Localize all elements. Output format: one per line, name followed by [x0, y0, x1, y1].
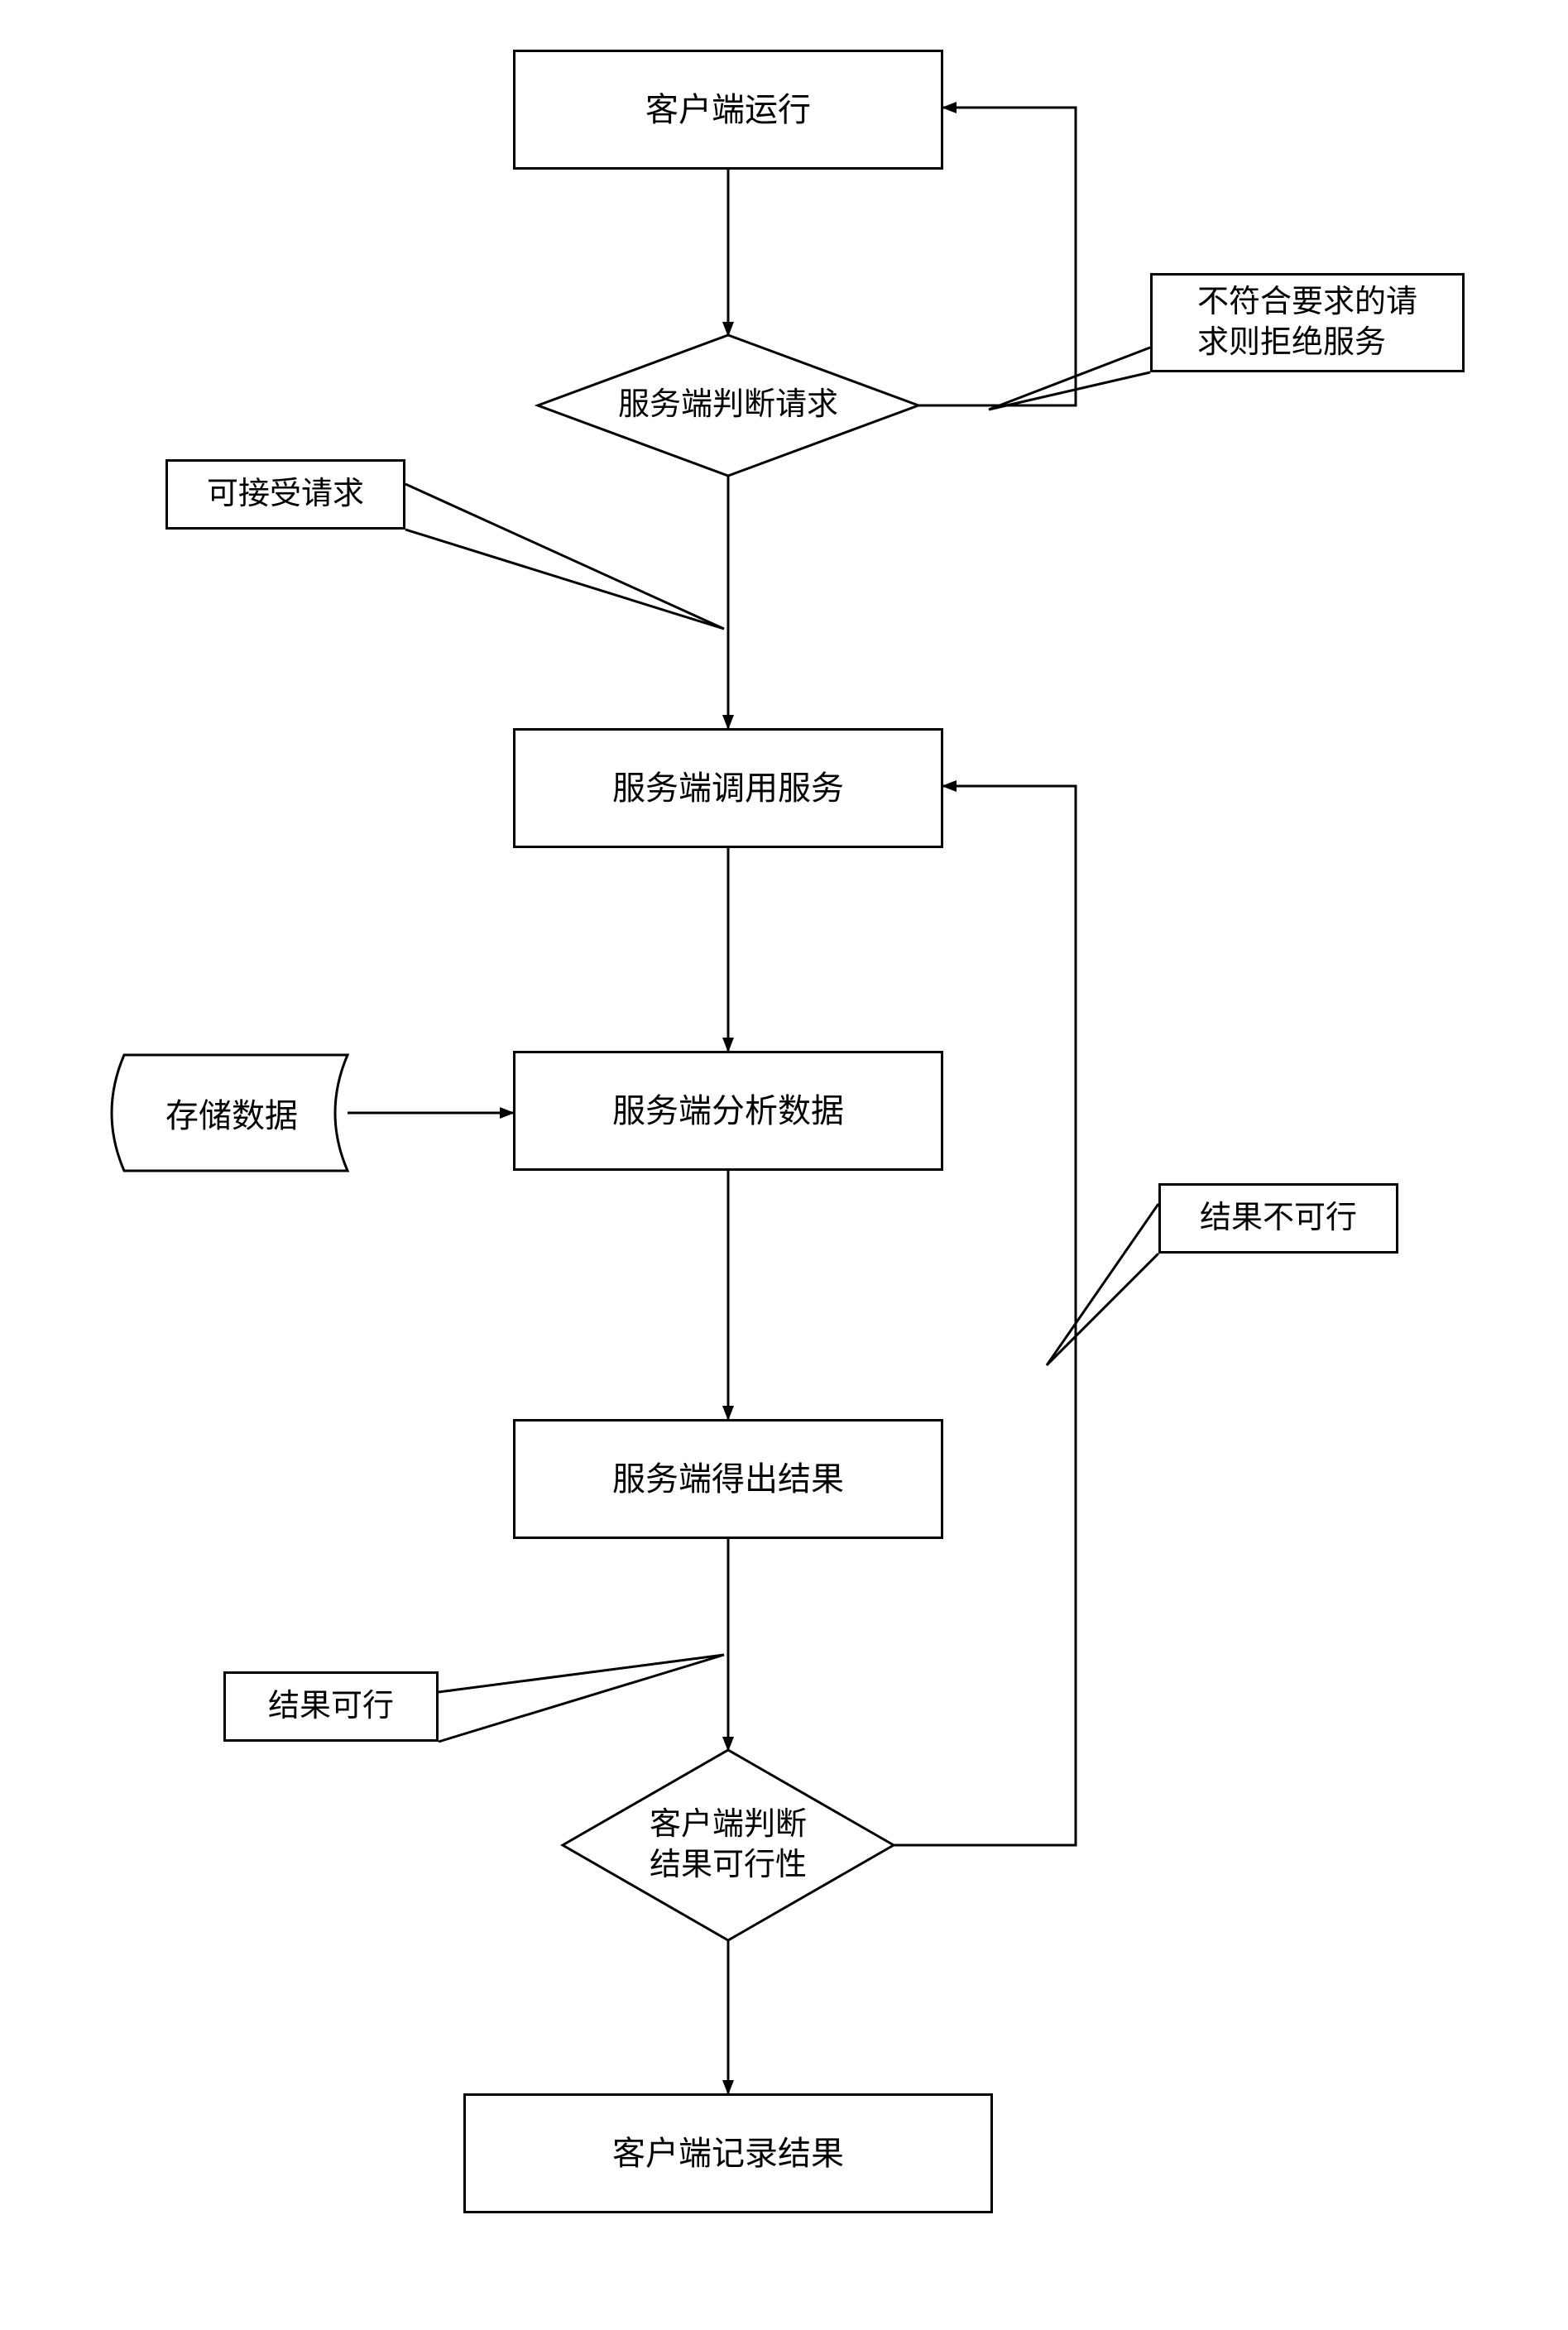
server-result-node: 服务端得出结果 [513, 1419, 943, 1539]
flowchart-canvas: { "flowchart": { "type": "flowchart", "b… [0, 0, 1568, 2330]
client-judge-node: 客户端判断 结果可行性 [563, 1750, 894, 1940]
result-feasible-label: 结果可行 [268, 1686, 394, 1727]
client-judge-label: 客户端判断 结果可行性 [650, 1805, 807, 1887]
server-call-node: 服务端调用服务 [513, 728, 943, 848]
stored-data-label: 存储数据 [165, 1089, 298, 1137]
client-record-label: 客户端记录结果 [612, 2132, 844, 2175]
result-feasible-annotation: 结果可行 [223, 1671, 439, 1742]
result-infeasible-annotation: 结果不可行 [1158, 1183, 1398, 1254]
reject-service-annotation: 不符合要求的请 求则拒绝服务 [1150, 273, 1465, 372]
server-analyze-label: 服务端分析数据 [612, 1090, 844, 1133]
server-result-label: 服务端得出结果 [612, 1458, 844, 1501]
accept-request-label: 可接受请求 [207, 474, 364, 515]
result-infeasible-label: 结果不可行 [1200, 1198, 1357, 1239]
server-judge-node: 服务端判断请求 [538, 335, 918, 476]
client-record-node: 客户端记录结果 [463, 2093, 993, 2213]
stored-data-node: 存储数据 [116, 1055, 348, 1171]
reject-service-label: 不符合要求的请 求则拒绝服务 [1197, 282, 1417, 364]
client-run-node: 客户端运行 [513, 50, 943, 170]
server-call-label: 服务端调用服务 [612, 767, 844, 810]
client-run-label: 客户端运行 [645, 89, 811, 132]
accept-request-annotation: 可接受请求 [165, 459, 405, 530]
server-judge-label: 服务端判断请求 [618, 385, 838, 425]
server-analyze-node: 服务端分析数据 [513, 1051, 943, 1171]
